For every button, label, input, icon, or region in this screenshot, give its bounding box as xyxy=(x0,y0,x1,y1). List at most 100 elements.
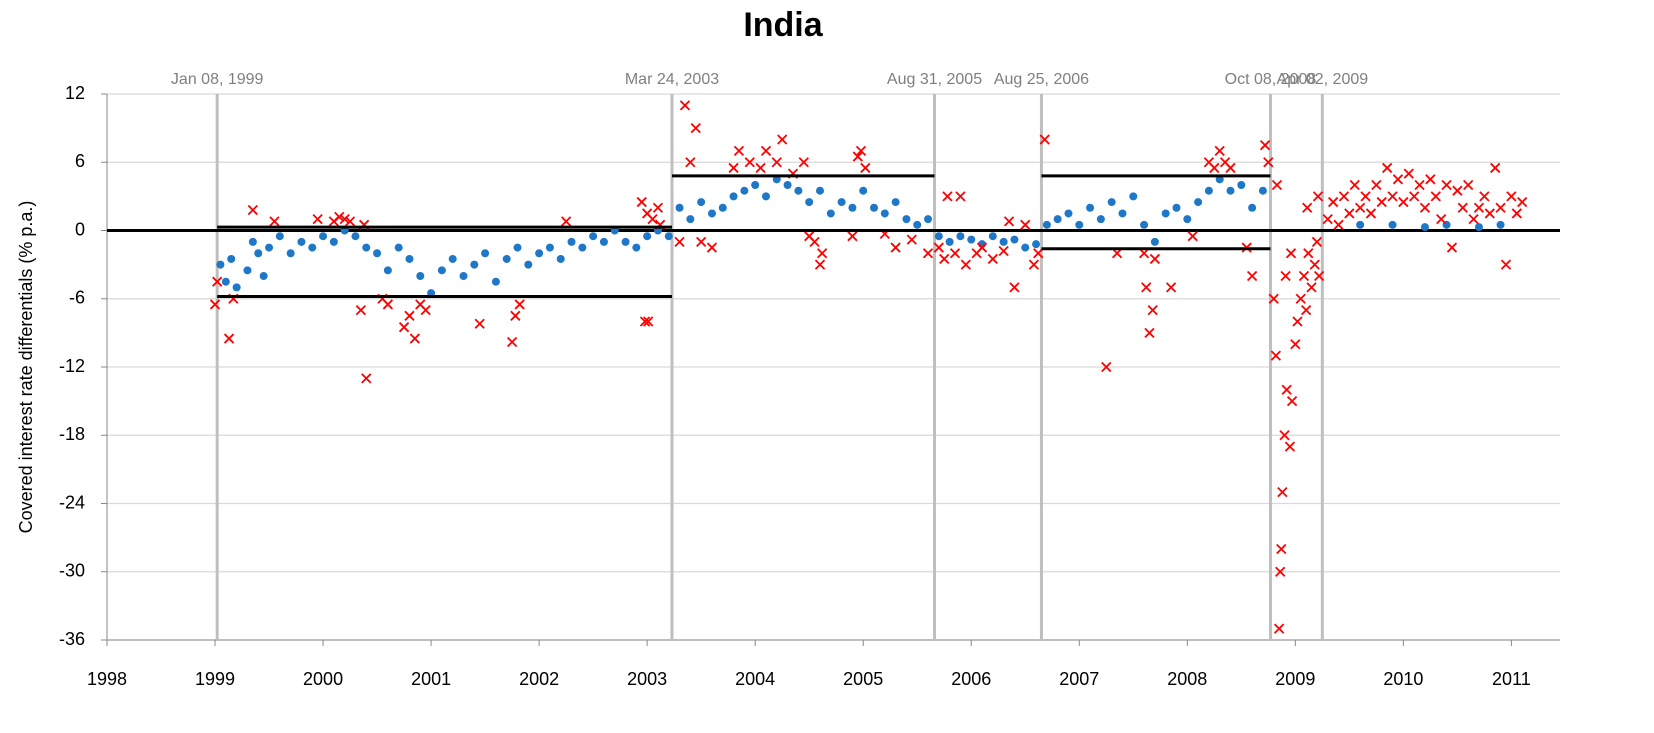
point-x xyxy=(1101,361,1112,373)
point-x xyxy=(361,373,372,384)
x-tick-label: 2000 xyxy=(303,669,343,689)
point xyxy=(297,237,306,246)
point-x xyxy=(514,299,525,310)
point-x xyxy=(1285,248,1297,259)
point xyxy=(319,232,328,241)
point xyxy=(329,237,338,246)
point xyxy=(589,232,598,241)
point-x xyxy=(771,157,782,168)
point-x xyxy=(960,259,971,270)
point xyxy=(1096,215,1105,224)
point xyxy=(999,237,1008,246)
point xyxy=(870,203,879,212)
point-x xyxy=(1284,441,1296,452)
point-x xyxy=(1306,282,1317,293)
point xyxy=(891,198,900,207)
x-tick-label: 2004 xyxy=(735,669,775,689)
point-x xyxy=(1298,270,1310,282)
point xyxy=(513,243,522,252)
point xyxy=(761,192,770,201)
point xyxy=(1042,220,1051,229)
point-x xyxy=(1425,174,1436,185)
point-x xyxy=(506,336,518,348)
point xyxy=(1032,240,1041,249)
point xyxy=(643,232,652,241)
point-x xyxy=(1290,339,1301,350)
point xyxy=(216,260,225,269)
point-x xyxy=(223,333,235,344)
point-x xyxy=(1275,566,1286,577)
point xyxy=(1075,220,1084,229)
point xyxy=(383,266,392,275)
point xyxy=(621,237,630,246)
point-x xyxy=(1271,179,1283,191)
point-x xyxy=(976,242,988,253)
point-x xyxy=(1273,623,1285,634)
point xyxy=(535,249,544,258)
point xyxy=(243,266,252,275)
point-x xyxy=(674,236,685,248)
point-x xyxy=(1246,270,1258,282)
x-tick-label: 2006 xyxy=(951,669,991,689)
point-x xyxy=(209,299,221,310)
point xyxy=(902,215,911,224)
point-x xyxy=(1506,191,1517,202)
point-x xyxy=(679,100,691,111)
point-x xyxy=(855,145,867,157)
point-x xyxy=(922,248,934,259)
y-tick-label: -30 xyxy=(59,561,85,581)
point-x xyxy=(1468,213,1479,225)
point xyxy=(1496,220,1505,229)
point xyxy=(1129,192,1138,201)
point-x xyxy=(1302,202,1313,213)
point-x xyxy=(987,253,998,265)
point xyxy=(664,232,673,241)
point-x xyxy=(1398,196,1409,208)
x-tick-label: 2003 xyxy=(627,669,667,689)
point xyxy=(718,203,727,212)
point-x xyxy=(1309,259,1320,270)
point-x xyxy=(334,211,345,222)
point-x xyxy=(690,122,701,134)
point-x xyxy=(906,234,917,245)
point-x xyxy=(1286,395,1298,407)
point-x xyxy=(1349,179,1360,191)
point xyxy=(254,249,263,258)
point xyxy=(405,254,414,263)
point xyxy=(1237,181,1246,189)
point xyxy=(351,232,360,241)
point-x xyxy=(404,310,415,321)
point-x xyxy=(744,157,755,168)
point xyxy=(1150,237,1159,246)
point-x xyxy=(1138,248,1150,259)
point xyxy=(697,198,706,207)
point-x xyxy=(1281,384,1292,395)
point-x xyxy=(1003,216,1015,227)
point-x xyxy=(212,276,223,287)
point-x xyxy=(1039,134,1050,145)
point xyxy=(1194,198,1203,207)
x-tick-label: 2011 xyxy=(1492,669,1531,689)
point-x xyxy=(1430,191,1441,202)
point xyxy=(437,266,446,275)
point xyxy=(805,198,814,207)
break-label: Oct 08, 2008 xyxy=(1225,71,1317,88)
chart-title: India xyxy=(743,6,823,44)
y-tick-label: -6 xyxy=(69,288,85,308)
point xyxy=(859,186,868,195)
point-x xyxy=(998,245,1009,257)
point xyxy=(1226,186,1235,195)
point-x xyxy=(1452,185,1463,196)
point xyxy=(232,283,241,292)
x-tick-label: 1998 xyxy=(87,669,127,689)
point-x xyxy=(312,213,323,225)
point-x xyxy=(1322,213,1333,225)
point-x xyxy=(1303,248,1314,259)
point-x xyxy=(1371,179,1382,191)
point xyxy=(880,209,889,218)
point-x xyxy=(1209,162,1220,174)
point xyxy=(967,235,976,244)
break-label: Apr 02, 2009 xyxy=(1277,71,1369,88)
point-x xyxy=(1360,191,1371,202)
